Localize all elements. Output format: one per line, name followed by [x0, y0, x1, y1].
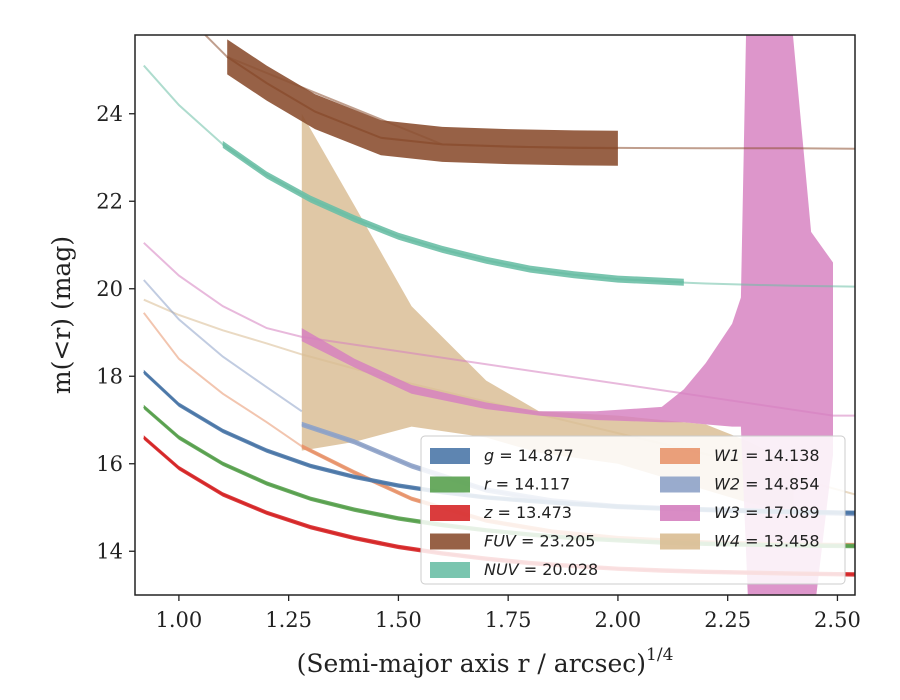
x-tick-label: 1.25 [265, 608, 312, 632]
y-tick-label: 20 [96, 277, 123, 301]
legend-label-nuv: NUV = 20.028 [484, 560, 598, 579]
x-tick-label: 2.50 [814, 608, 861, 632]
legend-swatch-w2 [660, 476, 700, 493]
x-axis-label-exponent: 1/4 [646, 645, 673, 665]
legend-swatch-z [430, 505, 470, 521]
legend-swatch-w4 [660, 533, 700, 550]
legend-label-z: z = 13.473 [483, 503, 572, 522]
series-w4-band [301, 113, 794, 512]
y-axis: 14 16 18 20 22 24 [96, 102, 135, 563]
legend-label-r: r = 14.117 [484, 475, 570, 494]
legend-swatch-g [430, 448, 470, 464]
legend-label-w3: W3 = 17.089 [714, 503, 820, 522]
legend-label-w4: W4 = 13.458 [714, 532, 820, 551]
legend-label-w1: W1 = 14.138 [714, 446, 820, 465]
x-axis-label: (Semi-major axis r / arcsec)1/4 [297, 645, 674, 678]
x-tick-label: 1.00 [156, 608, 203, 632]
x-tick-label: 1.75 [485, 608, 532, 632]
legend-swatch-w3 [660, 505, 700, 521]
legend-swatch-r [430, 476, 470, 493]
y-tick-label: 24 [96, 102, 123, 126]
legend-label-g: g = 14.877 [484, 446, 574, 465]
x-tick-label: 2.25 [704, 608, 751, 632]
legend-swatch-nuv [430, 562, 470, 578]
series-w2-extrapolation [143, 279, 303, 413]
y-tick-label: 16 [96, 452, 123, 476]
legend-box [420, 435, 846, 585]
legend-label-fuv: FUV = 23.205 [484, 532, 595, 551]
legend-swatch-fuv [430, 533, 470, 550]
legend-label-w2: W2 = 14.854 [714, 475, 820, 494]
series-nuv-line [222, 143, 684, 284]
y-axis-label: m(<r) (mag) [47, 236, 76, 394]
legend: g = 14.877 r = 14.117 z = 13.473 FUV = 23.2… [420, 435, 846, 585]
series-fuv-band [227, 39, 618, 166]
x-tick-label: 1.50 [375, 608, 422, 632]
series-fuv-line [226, 56, 618, 150]
x-axis: 1.00 1.25 1.50 1.75 2.00 2.25 2.50 [156, 595, 861, 632]
y-tick-label: 14 [96, 539, 123, 563]
legend-swatch-w1 [660, 448, 700, 464]
y-tick-label: 18 [96, 364, 123, 388]
plot-frame [134, 34, 856, 596]
x-tick-label: 2.00 [595, 608, 642, 632]
y-tick-label: 22 [96, 189, 123, 213]
series-w1-extrapolation [143, 312, 303, 448]
